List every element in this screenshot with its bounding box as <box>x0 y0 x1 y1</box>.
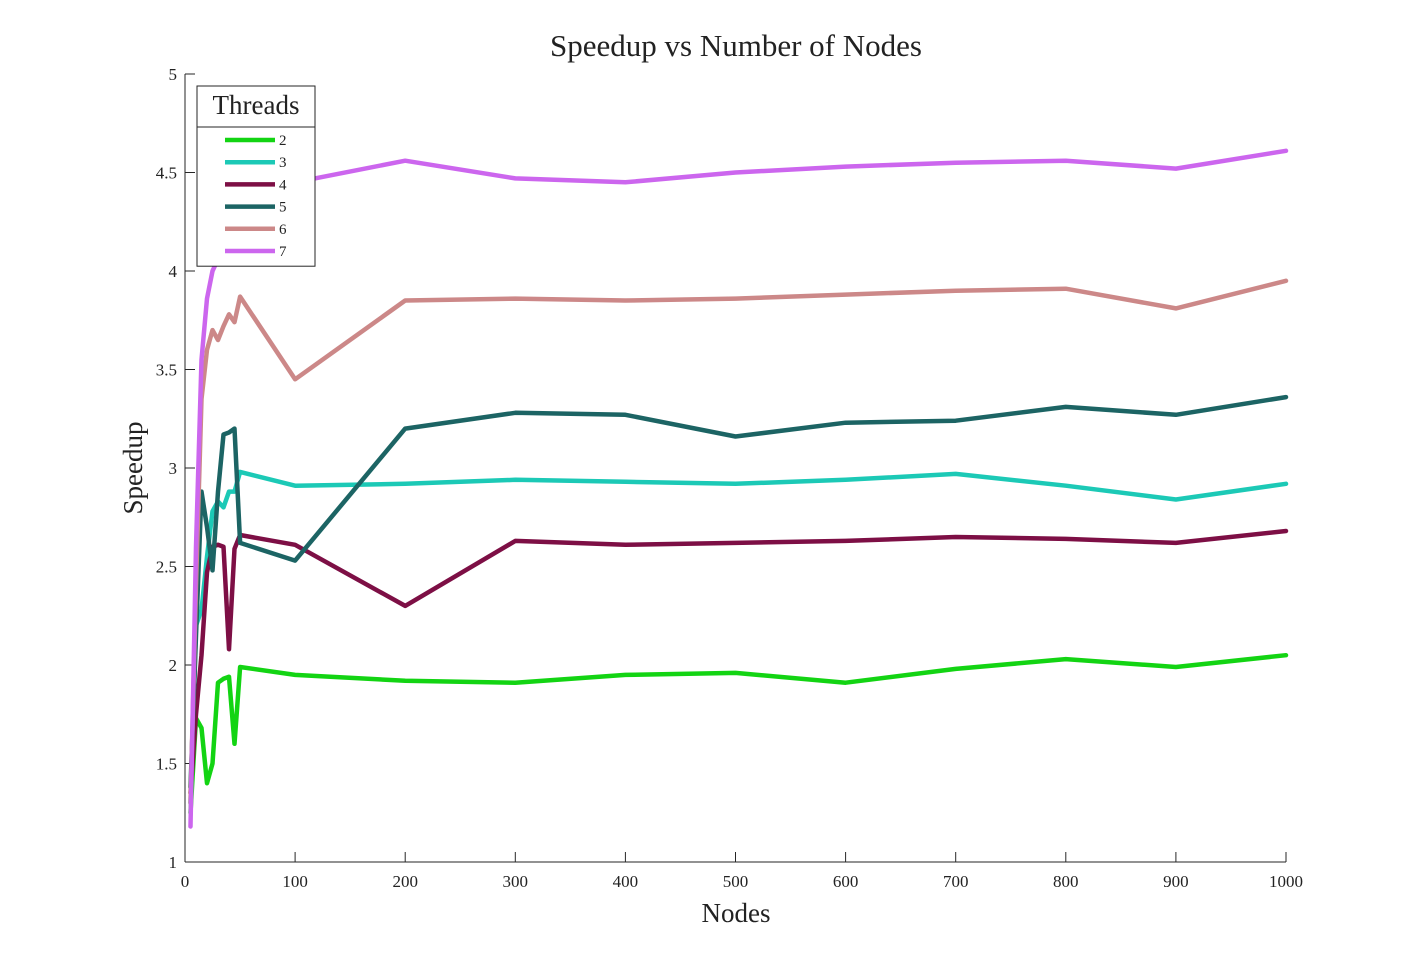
legend-label-4: 4 <box>279 177 287 193</box>
x-tick-label: 1000 <box>1269 872 1303 891</box>
series-line-3 <box>188 469 1289 806</box>
y-tick-label: 2 <box>169 656 178 675</box>
x-tick-label: 900 <box>1163 872 1189 891</box>
x-tick-label: 800 <box>1053 872 1079 891</box>
series-layer <box>188 148 1289 829</box>
legend-title: Threads <box>213 90 300 120</box>
x-tick-label: 500 <box>723 872 749 891</box>
x-axis-label: Nodes <box>702 898 771 928</box>
series-line-6 <box>188 278 1289 806</box>
legend-label-5: 5 <box>279 200 287 216</box>
x-tick-label: 0 <box>181 872 190 891</box>
y-tick-label: 3.5 <box>156 361 177 380</box>
y-tick-label: 1 <box>169 853 178 872</box>
x-tick-label: 300 <box>503 872 529 891</box>
x-tick-label: 400 <box>613 872 639 891</box>
legend-box <box>196 85 316 267</box>
x-tick-label: 200 <box>392 872 418 891</box>
y-tick-label: 4.5 <box>156 164 177 183</box>
legend-label-7: 7 <box>279 244 287 260</box>
y-tick-label: 2.5 <box>156 558 177 577</box>
chart-title: Speedup vs Number of Nodes <box>550 28 922 63</box>
x-tick-label: 100 <box>282 872 308 891</box>
series-line-4 <box>188 528 1289 796</box>
x-tick-label: 700 <box>943 872 969 891</box>
x-tick-label: 600 <box>833 872 859 891</box>
legend-label-2: 2 <box>279 133 287 149</box>
y-tick-label: 3 <box>169 459 178 478</box>
legend: Threads 2 3 4 5 6 7 <box>196 85 316 267</box>
y-tick-label: 4 <box>169 262 178 281</box>
y-tick-label: 5 <box>169 65 178 84</box>
legend-label-3: 3 <box>279 155 287 171</box>
y-axis-label: Speedup <box>118 422 148 515</box>
legend-label-6: 6 <box>279 222 287 238</box>
series-line-5 <box>188 394 1289 790</box>
y-tick-label: 1.5 <box>156 755 177 774</box>
axes: 0 100 200 300 400 500 600 700 800 900 1000 1 1.5 2 2.5… <box>156 65 1303 891</box>
series-line-2 <box>188 652 1289 816</box>
